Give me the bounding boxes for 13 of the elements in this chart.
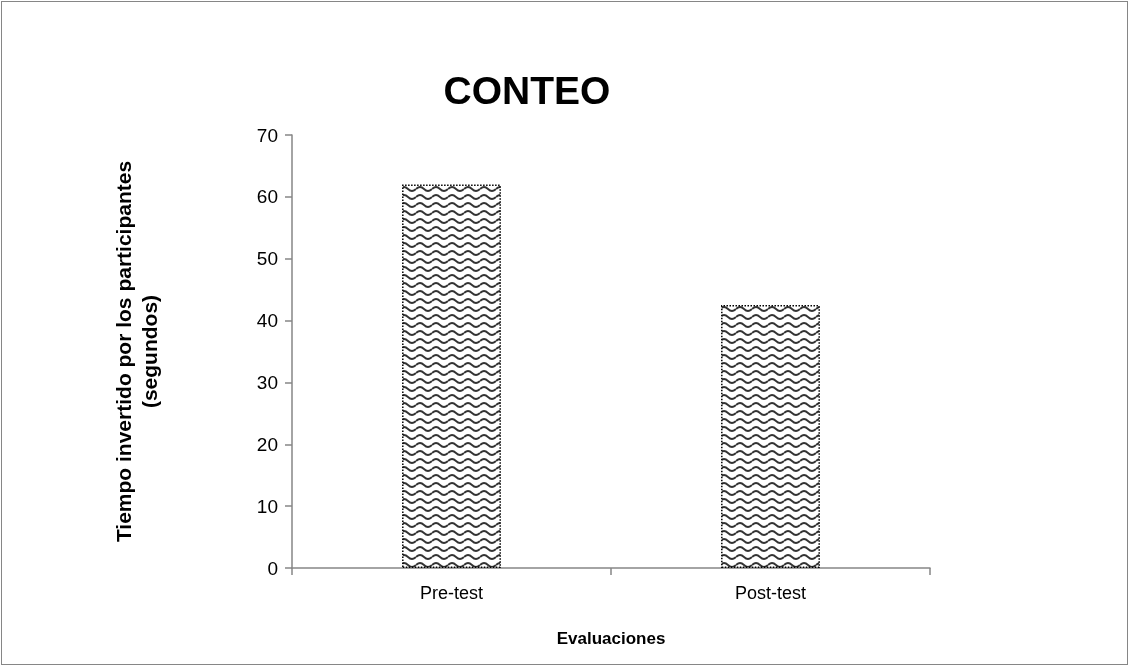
y-tick-label: 0 [267, 557, 278, 579]
y-tick-label: 10 [256, 495, 278, 517]
chart-title: CONTEO [443, 69, 611, 112]
y-axis-title: Tiempo invertido por los participantes (segundos) [111, 160, 161, 543]
y-tick-label: 70 [256, 124, 278, 146]
y-tick-label: 20 [256, 433, 278, 455]
y-tick-label: 40 [256, 310, 278, 332]
y-tick-label: 50 [256, 248, 278, 270]
x-tick-label: Pre-test [419, 583, 484, 603]
x-tick-label: Post-test [734, 583, 807, 603]
x-axis-title: Evaluaciones [556, 629, 666, 648]
y-tick-label: 30 [256, 371, 278, 393]
y-tick-label: 60 [256, 186, 278, 208]
